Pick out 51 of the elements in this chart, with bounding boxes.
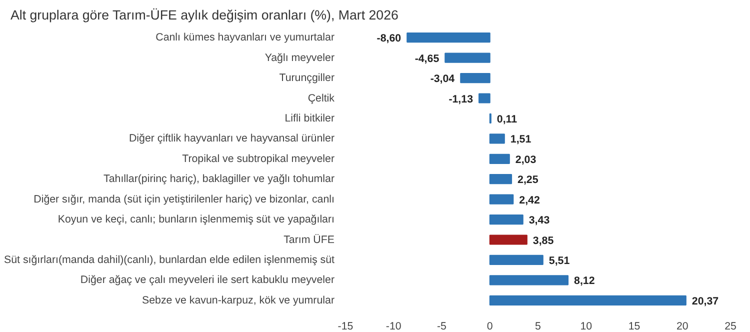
bar [460,72,490,84]
data-label: 2,42 [519,194,540,206]
y-tick-label: Canlı kümes hayvanları ve yumurtalar [156,32,335,44]
x-tick-label: 15 [628,320,640,332]
y-tick-label: Tarım ÜFE [284,234,335,246]
y-tick-label: Sebze ve kavun-karpuz, kök ve yumrular [142,294,335,306]
data-label: 8,12 [574,275,595,288]
bar [478,93,490,104]
data-label: 0,11 [496,113,518,126]
data-label: 2,03 [515,154,536,166]
x-tick-label: 10 [580,320,592,332]
data-label: 3,43 [528,214,550,227]
x-tick-label: 0 [486,320,493,332]
y-tick-label: Diğer sığır, manda (süt için yetiştirilenler hariç) ve bizonlar, canlı [34,193,335,206]
y-tick-label: Çeltik [308,92,336,104]
bar [489,275,569,286]
bar [489,234,528,245]
y-tick-label: Diğer ağaç ve çalı meyveleri ile sert kabuklu meyveler [80,274,335,286]
bar [489,174,512,184]
data-label: -1,13 [448,93,474,106]
x-tick-label: 20 [676,320,688,332]
y-tick-label: Tropikal ve subtropikal meyveler [182,152,335,165]
data-label: 5,51 [548,254,570,267]
text: Alt gruplara göre Tarım-ÜFE aylık değişim oranları (%), Mart 2026 [10,8,398,22]
data-label: 1,51 [510,134,532,146]
bar [444,52,490,63]
x-tick-label: -10 [386,320,402,332]
y-tick-label: Süt sığırları(manda dahil)(canlı), bunlardan elde edilen işlenmemiş süt [4,254,335,266]
bar [406,32,490,43]
bar [489,194,514,204]
data-label: 2,25 [518,174,538,186]
data-label: 20,37 [692,295,719,308]
bar [489,295,686,306]
x-tick-label: 25 [724,320,736,332]
y-tick-label: Koyun ve keçi, canlı; bunların işlenmemiş süt ve yapağıları [58,214,335,226]
y-tick-label: Tahıllar(pirinç hariç), baklagiller ve yağlı tohumlar [104,173,335,186]
bar [489,214,524,225]
data-label: -4,65 [414,52,440,65]
x-tick-label: -5 [437,320,447,332]
y-tick-label: Yağlı meyveler [264,52,335,64]
x-tick-label: 5 [535,320,542,332]
bar [489,134,505,144]
bar [489,254,544,266]
x-tick-label: -15 [338,320,354,332]
data-label: 3,85 [532,234,554,247]
y-tick-label: Diğer çiftlik hayvanları ve hayvansal ürünler [128,132,335,145]
data-label: -8,60 [376,32,402,45]
data-label: -3,04 [430,73,455,86]
y-tick-label: Lifli bitkiler [284,112,335,124]
bar [489,154,510,164]
y-tick-label: Turunçgiller [279,72,335,84]
